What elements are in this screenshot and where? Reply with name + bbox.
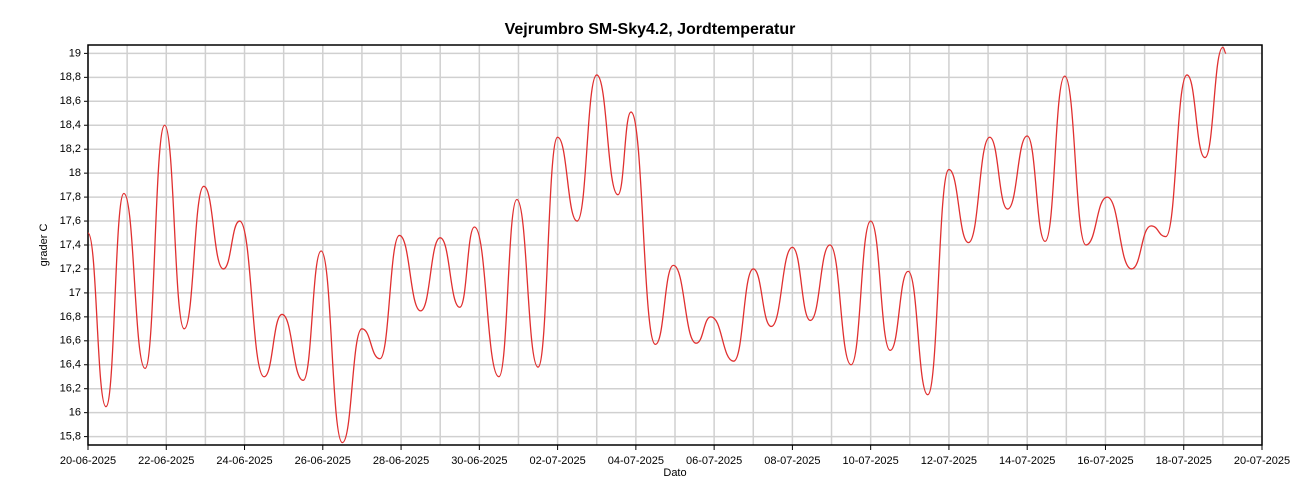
x-tick-label: 02-07-2025 bbox=[529, 455, 585, 467]
plot-frame bbox=[87, 44, 1263, 446]
y-tick-label: 17 bbox=[69, 287, 81, 299]
y-tick-label: 17,8 bbox=[60, 191, 81, 203]
x-tick-label: 06-07-2025 bbox=[686, 455, 742, 467]
line-series bbox=[87, 46, 1227, 444]
y-tick-label: 17,4 bbox=[60, 239, 81, 251]
x-tick-label: 30-06-2025 bbox=[451, 455, 507, 467]
x-tick-label: 24-06-2025 bbox=[216, 455, 272, 467]
y-tick-label: 16,2 bbox=[60, 383, 81, 395]
x-tick-label: 18-07-2025 bbox=[1156, 455, 1212, 467]
y-tick-label: 18,2 bbox=[60, 143, 81, 155]
y-tick-label: 16,6 bbox=[60, 335, 81, 347]
y-tick-label: 16,8 bbox=[60, 311, 81, 323]
x-tick-label: 10-07-2025 bbox=[843, 455, 899, 467]
y-tick-label: 17,6 bbox=[60, 215, 81, 227]
x-tick-label: 26-06-2025 bbox=[295, 455, 351, 467]
y-tick-label: 18,6 bbox=[60, 95, 81, 107]
x-tick-label: 12-07-2025 bbox=[921, 455, 977, 467]
x-tick-label: 28-06-2025 bbox=[373, 455, 429, 467]
y-tick-label: 16,4 bbox=[60, 359, 81, 371]
y-tick-label: 19 bbox=[69, 47, 81, 59]
x-tick-label: 04-07-2025 bbox=[608, 455, 664, 467]
x-tick-label: 08-07-2025 bbox=[764, 455, 820, 467]
y-tick-label: 16 bbox=[69, 407, 81, 419]
y-tick-label: 18 bbox=[69, 167, 81, 179]
y-axis-label: grader C bbox=[38, 224, 50, 267]
y-tick-label: 17,2 bbox=[60, 263, 81, 275]
x-tick-label: 20-06-2025 bbox=[60, 455, 116, 467]
chart-title: Vejrumbro SM-Sky4.2, Jordtemperatur bbox=[505, 21, 796, 38]
y-tick-label: 18,4 bbox=[60, 119, 81, 131]
y-tick-label: 18,8 bbox=[60, 71, 81, 83]
x-tick-label: 20-07-2025 bbox=[1234, 455, 1290, 467]
x-tick-label: 22-06-2025 bbox=[138, 455, 194, 467]
x-tick-label: 16-07-2025 bbox=[1077, 455, 1133, 467]
y-tick-label: 15,8 bbox=[60, 431, 81, 443]
x-axis-label: Dato bbox=[663, 467, 686, 479]
x-tick-label: 14-07-2025 bbox=[999, 455, 1055, 467]
